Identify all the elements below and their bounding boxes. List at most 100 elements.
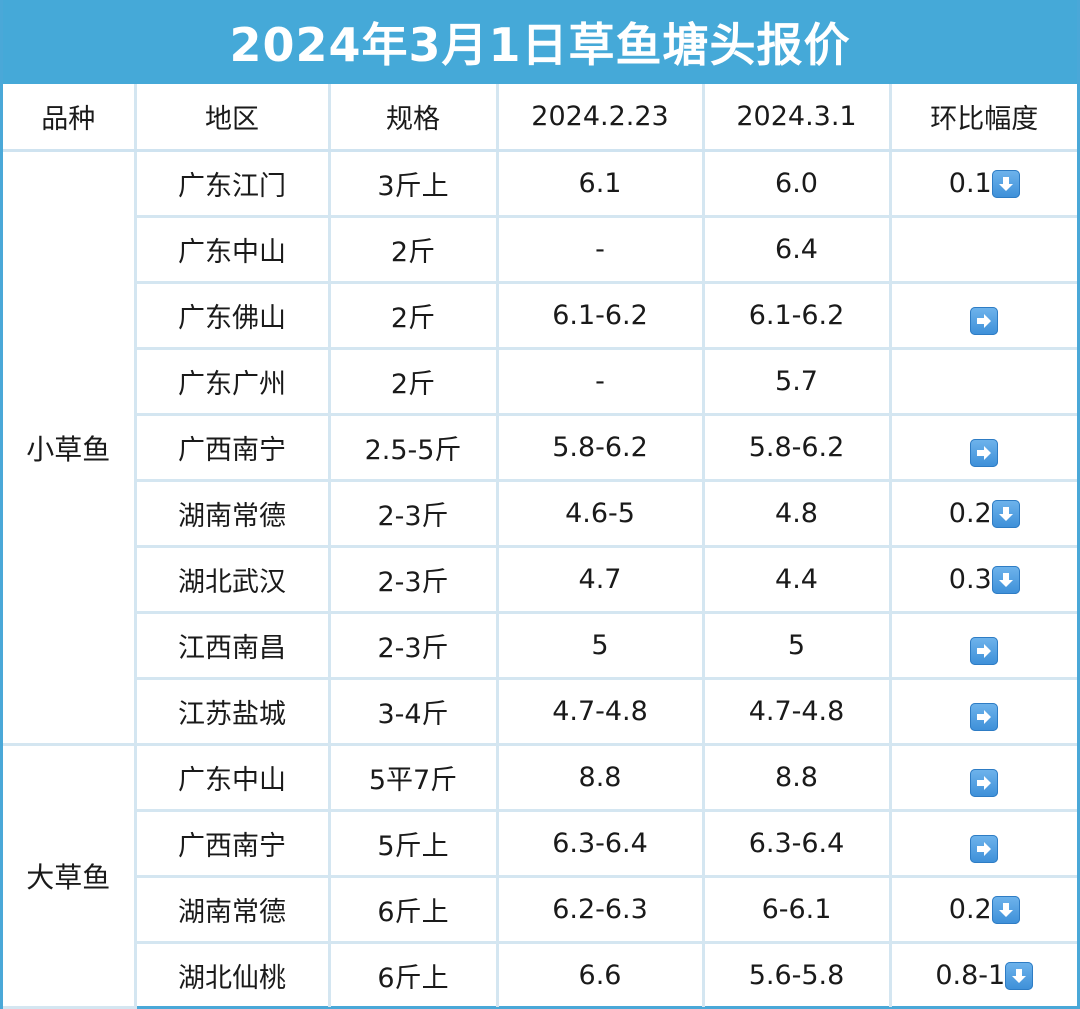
region-cell: 广东佛山 [135,282,331,350]
price-curr-cell: 6.3-6.4 [703,810,892,878]
region-cell: 广西南宁 [135,414,331,482]
price-table: 品种 地区 规格 2024.2.23 2024.3.1 环比幅度 小草鱼 广东江门… [3,84,1077,1009]
price-curr-cell: 4.4 [703,546,892,614]
spec-cell: 2-3斤 [329,480,499,548]
spec-cell: 2.5-5斤 [329,414,499,482]
table-row: 江西南昌 2-3斤 5 5 [3,612,1077,680]
price-prev-cell: 6.1-6.2 [497,282,705,350]
spec-cell: 2斤 [329,348,499,416]
change-indicator [970,438,999,467]
change-value: 0.2 [948,894,992,925]
right-arrow-icon [970,702,999,731]
change-indicator: 0.1 [949,168,1020,199]
spec-cell: 5平7斤 [329,744,499,812]
region-cell: 湖北武汉 [135,546,331,614]
header-price-curr: 2024.3.1 [703,84,892,152]
table-body: 小草鱼 广东江门 3斤上 6.1 6.0 0.1 广东中山 2斤 -6.4 广东佛山 2斤 6.1-6… [3,150,1077,1009]
price-curr-cell: 8.8 [703,744,892,812]
change-value: 0.1 [948,168,992,199]
table-row: 湖北仙桃 6斤上 6.6 5.6-5.8 0.8-1 [3,942,1077,1008]
region-cell: 湖南常德 [135,876,331,944]
spec-cell: 6斤上 [329,876,499,944]
region-cell: 广东广州 [135,348,331,416]
change-cell [890,612,1077,680]
spec-cell: 2斤 [329,282,499,350]
region-cell: 湖北仙桃 [135,942,331,1007]
header-spec: 规格 [329,84,499,152]
right-arrow-icon [970,438,999,467]
region-cell: 广东中山 [135,744,331,812]
price-prev-cell: 4.7-4.8 [497,678,705,746]
price-prev-cell: - [497,348,705,416]
right-arrow-icon [970,306,999,335]
right-arrow-icon [970,768,999,797]
table-header: 品种 地区 规格 2024.2.23 2024.3.1 环比幅度 [3,84,1077,152]
table-row: 广东中山 2斤 -6.4 [3,216,1077,284]
region-cell: 湖南常德 [135,480,331,548]
price-curr-cell: 5.6-5.8 [703,942,892,1007]
change-value: 0.3 [948,564,992,595]
change-cell: 0.8-1 [890,943,1077,1008]
right-arrow-icon [970,636,999,665]
change-value: 0.8-1 [935,960,1006,991]
spec-cell: 6斤上 [329,942,499,1007]
region-cell: 江苏盐城 [135,678,331,746]
change-value: 0.2 [948,498,992,529]
price-prev-cell: 6.6 [497,942,705,1007]
price-prev-cell: - [497,216,705,284]
change-indicator: 0.8-1 [935,960,1034,991]
change-indicator: 0.2 [949,894,1020,925]
change-cell [890,744,1077,812]
down-arrow-icon [1005,961,1034,990]
price-curr-cell: 6-6.1 [703,876,892,944]
change-cell: 0.2 [890,876,1077,944]
change-cell: 0.3 [890,546,1077,614]
table-row: 湖南常德 2-3斤 4.6-5 4.8 0.2 [3,480,1077,548]
table-row: 广西南宁 5斤上 6.3-6.4 6.3-6.4 [3,810,1077,878]
header-price-prev: 2024.2.23 [497,84,705,152]
table-row: 广东广州 2斤 -5.7 [3,348,1077,416]
price-curr-cell: 4.8 [703,480,892,548]
down-arrow-icon [991,169,1020,198]
price-curr-cell: 6.1-6.2 [703,282,892,350]
header-row: 品种 地区 规格 2024.2.23 2024.3.1 环比幅度 [3,84,1077,152]
change-cell [890,810,1077,878]
page-title: 2024年3月1日草鱼塘头报价 [229,18,851,72]
table-row: 广西南宁 2.5-5斤 5.8-6.2 5.8-6.2 [3,414,1077,482]
change-indicator: 0.3 [949,564,1020,595]
price-prev-cell: 4.6-5 [497,480,705,548]
table-row: 湖北武汉 2-3斤 4.7 4.4 0.3 [3,546,1077,614]
price-prev-cell: 6.1 [497,150,705,218]
change-indicator [970,306,999,335]
price-curr-cell: 5.7 [703,348,892,416]
header-region: 地区 [135,84,331,152]
change-indicator [970,636,999,665]
price-curr-cell: 4.7-4.8 [703,678,892,746]
change-indicator: 0.2 [949,498,1020,529]
down-arrow-icon [991,499,1020,528]
change-cell: 0.2 [890,480,1077,548]
table-row: 小草鱼 广东江门 3斤上 6.1 6.0 0.1 [3,150,1077,746]
species-cell: 大草鱼 [3,744,137,1009]
spec-cell: 2斤 [329,216,499,284]
title-bar: 2024年3月1日草鱼塘头报价 [3,0,1077,84]
region-cell: 广东中山 [135,216,331,284]
right-arrow-icon [970,834,999,863]
change-cell [890,216,1077,284]
price-prev-cell: 6.3-6.4 [497,810,705,878]
price-prev-cell: 5 [497,612,705,680]
change-indicator [970,768,999,797]
header-change: 环比幅度 [890,84,1077,152]
table-row: 江苏盐城 3-4斤 4.7-4.8 4.7-4.8 [3,678,1077,746]
price-curr-cell: 5.8-6.2 [703,414,892,482]
price-prev-cell: 6.2-6.3 [497,876,705,944]
change-indicator [970,702,999,731]
table-row: 广东佛山 2斤 6.1-6.2 6.1-6.2 [3,282,1077,350]
spec-cell: 3-4斤 [329,678,499,746]
down-arrow-icon [991,565,1020,594]
change-cell [890,414,1077,482]
spec-cell: 2-3斤 [329,612,499,680]
change-cell [890,282,1077,350]
price-curr-cell: 6.4 [703,216,892,284]
